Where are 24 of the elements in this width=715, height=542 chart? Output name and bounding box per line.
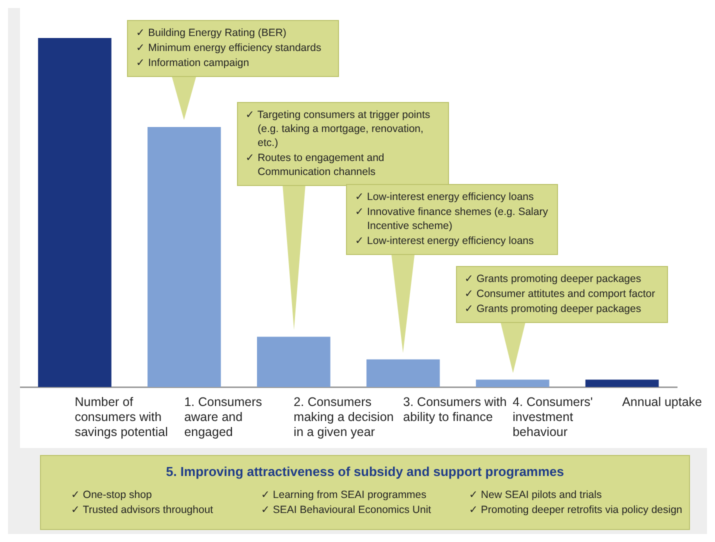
x-tick-label: Annual uptake bbox=[622, 394, 702, 409]
bar bbox=[257, 336, 330, 387]
bar bbox=[366, 359, 440, 387]
annotation: ✓ Building Energy Rating (BER) ✓ Minimum energy efficiency standards ✓ Information campaign bbox=[136, 26, 322, 70]
text: 5. Improving attractiveness of subsidy and support programmes bbox=[164, 464, 566, 479]
annotation: ✓ Low-interest energy efficiency loans ✓ Innovative finance shemes (e.g. Salary Incentive scheme) ✓ Low-interest energy efficiency loans bbox=[355, 190, 549, 248]
x-tick-label: 4. Consumers' investment behaviour bbox=[512, 394, 593, 439]
text: ✓ Trusted advisors throughout bbox=[71, 503, 214, 516]
text: ✓ Promoting deeper retrofits via policy design bbox=[469, 503, 684, 516]
text: ✓ SEAI Behavioural Economics Unit bbox=[261, 503, 432, 516]
text: ✓ New SEAI pilots and trials bbox=[469, 488, 603, 501]
text: ✓ Learning from SEAI programmes bbox=[261, 488, 428, 501]
x-tick-label: 3. Consumers with ability to finance bbox=[403, 394, 507, 424]
bar bbox=[148, 126, 221, 387]
annotation: ✓ Grants promoting deeper packages ✓ Consumer attitutes and comport factor ✓ Grants promoting deeper packages bbox=[464, 272, 656, 316]
x-tick-label: 2. Consumers making a decision in a given year bbox=[294, 394, 394, 439]
bar bbox=[585, 380, 659, 387]
annotation: ✓ Targeting consumers at trigger points (e.g. taking a mortgage, renovation, etc.) ✓ Routes to engagement and Communication channels bbox=[246, 108, 432, 179]
bar bbox=[476, 380, 550, 387]
text: ✓ One-stop shop bbox=[71, 488, 153, 501]
x-tick-label: 1. Consumers aware and engaged bbox=[184, 394, 262, 439]
bar bbox=[38, 38, 112, 387]
speech-callout: ✓ Grants promoting deeper packages ✓ Consumer attitutes and comport factor ✓ Grants promoting deeper packages bbox=[456, 266, 668, 374]
x-tick-label: Number of consumers with savings potential bbox=[74, 394, 168, 439]
